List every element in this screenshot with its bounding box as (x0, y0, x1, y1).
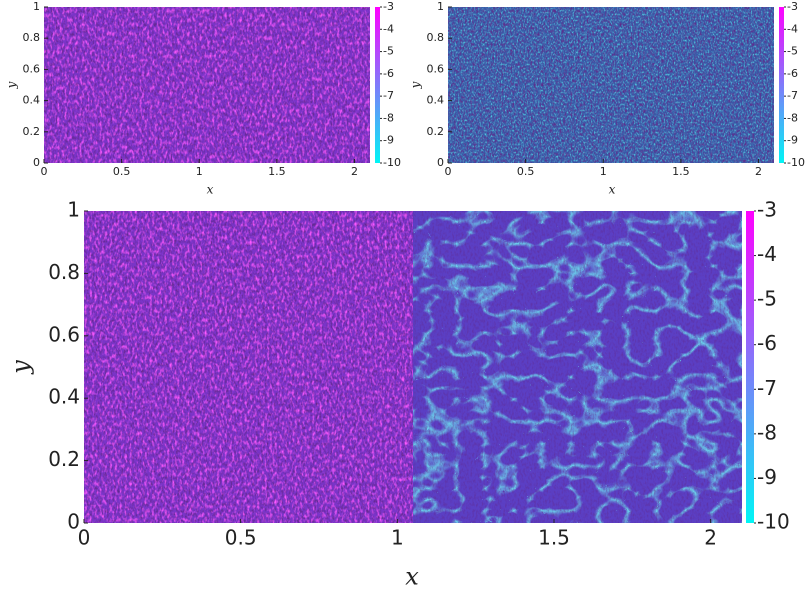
x-axis-label: x (207, 183, 214, 197)
x-tick-label: 0.5 (225, 526, 257, 550)
y-tick-label: 0.8 (23, 31, 41, 44)
colorbar (746, 211, 754, 523)
colorbar (375, 7, 380, 163)
y-tick-label: 0 (33, 156, 40, 169)
y-tick-label: 0.2 (427, 125, 445, 138)
colorbar-tick-label: -9 (383, 134, 394, 147)
colorbar-tick-label: -7 (383, 89, 394, 102)
colorbar-tick-label: -9 (757, 465, 777, 489)
colorbar-tick-label: -5 (787, 45, 798, 58)
colorbar-tick-label: -4 (757, 242, 777, 266)
y-tick-label: 1 (67, 198, 80, 222)
y-tick-label: 1 (33, 0, 40, 13)
y-tick-label: 0.6 (23, 62, 41, 75)
y-axis-label: y (5, 81, 19, 89)
x-axis-label: x (609, 183, 616, 197)
colorbar-tick-label: -6 (787, 67, 798, 80)
colorbar-tick-label: -3 (757, 198, 777, 222)
x-tick-label: 1 (391, 526, 404, 550)
colorbar-tick-label: -4 (787, 22, 798, 35)
y-tick-label: 0.4 (427, 94, 445, 107)
y-axis-label: y (7, 360, 35, 375)
panel: 0 0.5 1 1.5 200.20.40.60.81xy-10-9-8-7-6-5-4… (7, 198, 790, 591)
colorbar (779, 7, 784, 163)
panel: 0 0.5 1 1.5 200.20.40.60.81xy-10-9-8-7-6-5-4… (5, 0, 401, 197)
y-tick-label: 1 (437, 0, 444, 13)
colorbar-tick-label: -6 (383, 67, 394, 80)
y-tick-label: 0.6 (48, 322, 80, 346)
colorbar-tick-label: -8 (787, 111, 798, 124)
colorbar-tick-label: -7 (787, 89, 798, 102)
y-tick-label: 0 (437, 156, 444, 169)
x-tick-label: 0 (445, 165, 452, 178)
colorbar-tick-label: -10 (757, 510, 790, 534)
heatmap-texture (44, 7, 370, 163)
colorbar-tick-label: -3 (787, 0, 798, 13)
colorbar-tick-label: -7 (757, 376, 777, 400)
y-tick-label: 0.2 (23, 125, 41, 138)
x-tick-label: 0 (41, 165, 48, 178)
x-tick-label: 2 (704, 526, 717, 550)
heatmap-texture (413, 211, 742, 523)
y-tick-label: 0.4 (23, 94, 41, 107)
x-tick-label: 2 (351, 165, 358, 178)
colorbar-tick-label: -9 (787, 134, 798, 147)
y-tick-label: 0 (67, 510, 80, 534)
x-axis-label: x (405, 563, 419, 591)
panel: 0 0.5 1 1.5 200.20.40.60.81xy-10-9-8-7-6-5-4… (409, 0, 805, 197)
y-axis-label: y (409, 81, 423, 89)
colorbar-tick-label: -3 (383, 0, 394, 13)
x-tick-label: 1.5 (538, 526, 570, 550)
heatmap-texture (84, 211, 413, 523)
colorbar-tick-label: -5 (383, 45, 394, 58)
y-tick-label: 0.8 (48, 260, 80, 284)
x-tick-label: 0 (78, 526, 91, 550)
colorbar-tick-label: -8 (757, 420, 777, 444)
x-tick-label: 2 (755, 165, 762, 178)
y-tick-label: 0.6 (427, 62, 445, 75)
x-tick-label: 1 (196, 165, 203, 178)
colorbar-tick-label: -10 (383, 156, 401, 169)
colorbar-tick-label: -8 (383, 111, 394, 124)
y-tick-label: 0.8 (427, 31, 445, 44)
colorbar-tick-label: -4 (383, 22, 394, 35)
y-tick-label: 0.2 (48, 447, 80, 471)
colorbar-tick-label: -10 (787, 156, 805, 169)
heatmap-texture (448, 7, 774, 163)
x-tick-label: 0.5 (517, 165, 535, 178)
y-tick-label: 0.4 (48, 385, 80, 409)
colorbar-tick-label: -5 (757, 287, 777, 311)
x-tick-label: 1 (600, 165, 607, 178)
x-tick-label: 0.5 (113, 165, 131, 178)
x-tick-label: 1.5 (672, 165, 690, 178)
colorbar-tick-label: -6 (757, 331, 777, 355)
x-tick-label: 1.5 (268, 165, 286, 178)
